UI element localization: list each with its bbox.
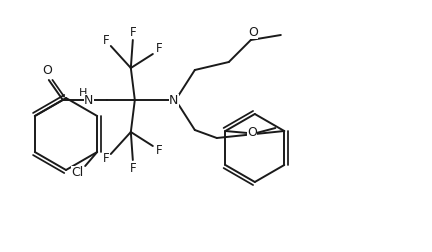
Text: H: H [79,88,87,98]
Text: O: O [248,127,257,140]
Text: F: F [130,162,136,174]
Text: Cl: Cl [71,166,83,178]
Text: N: N [169,93,178,107]
Text: F: F [102,152,109,166]
Text: F: F [156,43,162,55]
Text: F: F [102,35,109,47]
Text: N: N [84,93,93,107]
Text: O: O [248,25,258,39]
Text: F: F [130,25,136,39]
Text: F: F [156,144,162,158]
Text: O: O [42,64,52,77]
